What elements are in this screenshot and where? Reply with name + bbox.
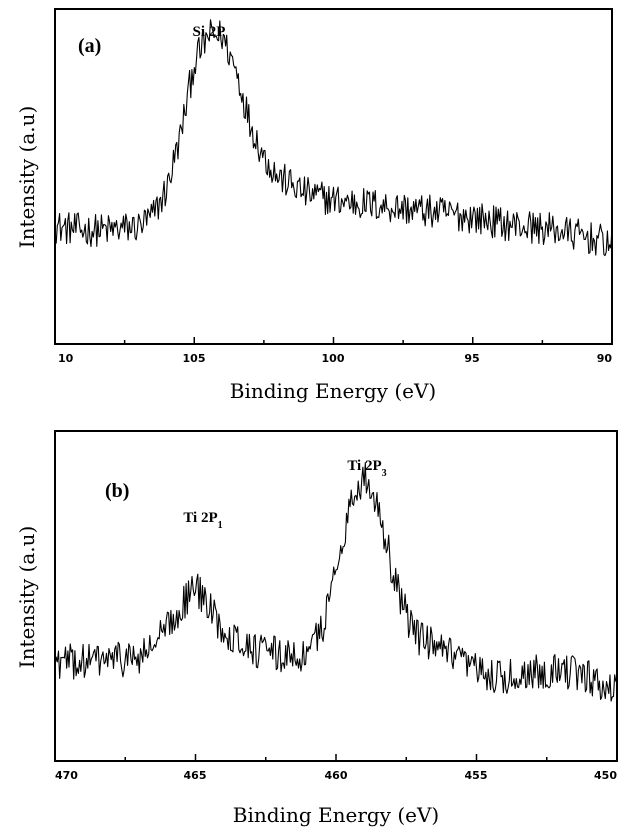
- panel-b-series-line: [54, 462, 618, 702]
- panel-b-x-axis-label: Binding Energy (eV): [233, 803, 439, 827]
- panel-b-ticks: [54, 754, 618, 761]
- panel-a-x-tick-label: 105: [183, 352, 206, 365]
- panel-b-x-tick-label: 465: [184, 769, 207, 782]
- panel-b-y-axis-label: Intensity (a.u): [15, 526, 39, 669]
- panel-b-x-tick-label: 450: [594, 769, 617, 782]
- panel-a-x-tick-label: 100: [322, 352, 345, 365]
- panel-a-label: (a): [78, 35, 101, 57]
- panel-b-x-tick-label: 470: [55, 769, 78, 782]
- panel-a-series-line: [54, 19, 613, 257]
- panel-a-plot-frame: [54, 8, 613, 345]
- panel-b: (b) Ti 2P1 Ti 2P3 470 465 460 455 450 Bi…: [15, 430, 618, 827]
- panel-a-annotation-si-2p: Si 2P: [193, 24, 226, 40]
- panel-a-x-axis-label: Binding Energy (eV): [230, 379, 436, 403]
- panel-a-x-tick-label: 10: [58, 352, 74, 365]
- panel-b-x-tick-label: 460: [325, 769, 348, 782]
- panel-b-annotation-ti-2p1: Ti 2P1: [183, 510, 222, 531]
- panel-b-annotation-ti-2p3: Ti 2P3: [347, 458, 386, 479]
- panel-a: (a) Si 2P 10 105 100 95 90 Binding Energ…: [15, 8, 613, 403]
- panel-b-series-layer: [54, 462, 618, 702]
- panel-a-y-axis-label: Intensity (a.u): [15, 106, 39, 249]
- panel-a-ticks: [54, 337, 613, 344]
- panel-b-plot-frame: [54, 430, 618, 762]
- panel-a-x-tick-label: 90: [597, 352, 613, 365]
- panel-a-x-tick-label: 95: [464, 352, 479, 365]
- panel-b-x-tick-label: 455: [465, 769, 488, 782]
- panel-a-series-layer: [54, 19, 613, 257]
- panel-b-label: (b): [105, 480, 129, 502]
